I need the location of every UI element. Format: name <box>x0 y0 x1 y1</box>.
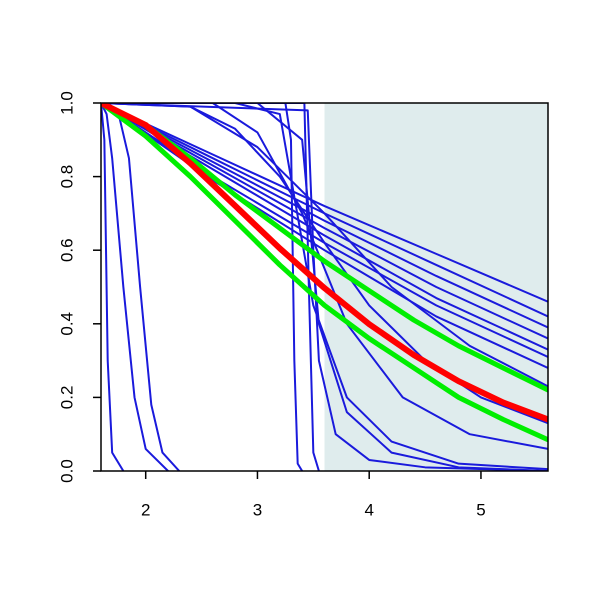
curve <box>101 103 548 471</box>
y-tick-label: 0.8 <box>57 165 76 189</box>
plot-area <box>101 103 548 471</box>
curve <box>101 103 548 443</box>
y-tick-label: 0.0 <box>57 459 76 483</box>
x-tick-label: 5 <box>476 500 485 519</box>
y-tick-label: 0.6 <box>57 238 76 262</box>
curve <box>101 103 320 471</box>
x-tick-label: 2 <box>141 500 150 519</box>
curve <box>101 103 304 471</box>
curve <box>101 103 125 471</box>
x-tick-label: 3 <box>253 500 262 519</box>
plot-frame <box>100 102 549 472</box>
y-tick-label: 1.0 <box>57 91 76 115</box>
axes: 2 3 4 5 0.0 0.2 0.4 0.6 0.8 1.0 <box>57 91 485 519</box>
curve <box>101 103 548 329</box>
x-tick-label: 4 <box>364 500 373 519</box>
curve <box>101 103 548 423</box>
curve <box>101 103 170 471</box>
y-tick-label: 0.2 <box>57 386 76 410</box>
y-tick-label: 0.4 <box>57 312 76 336</box>
curve <box>101 103 548 471</box>
curve <box>101 103 548 303</box>
curve <box>101 103 548 471</box>
